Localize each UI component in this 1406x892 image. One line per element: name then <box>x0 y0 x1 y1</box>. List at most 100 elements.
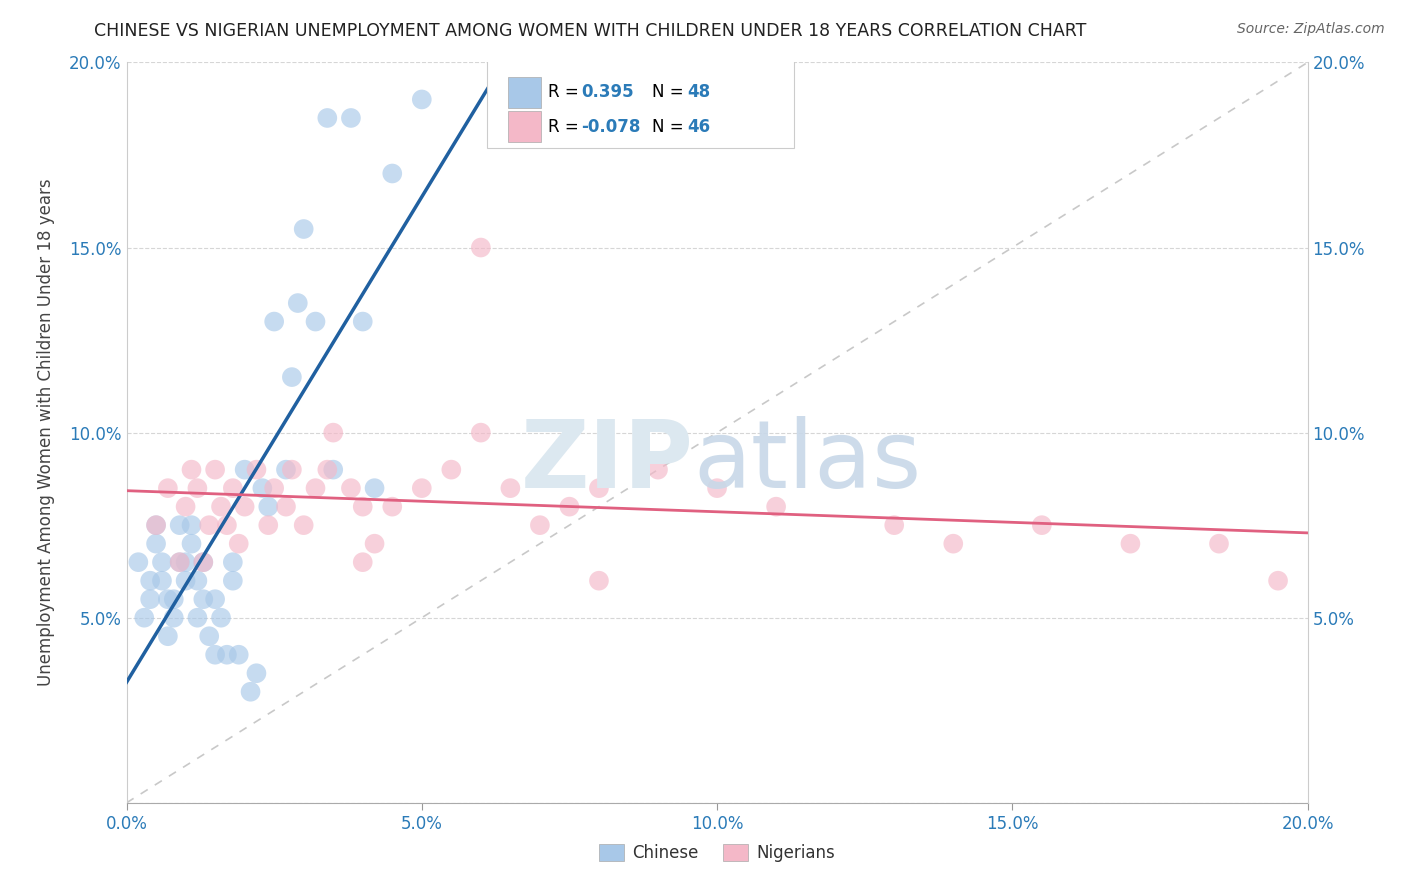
Point <box>145 518 167 533</box>
Point <box>1267 574 1289 588</box>
Point <box>1031 518 1053 533</box>
Text: R =: R = <box>548 118 583 136</box>
Point <box>239 685 262 699</box>
Point <box>304 481 326 495</box>
Point <box>180 518 202 533</box>
Point <box>470 425 492 440</box>
Point <box>588 574 610 588</box>
Point <box>263 314 285 328</box>
Point <box>304 314 326 328</box>
Text: atlas: atlas <box>693 417 922 508</box>
Point <box>340 481 363 495</box>
Text: Source: ZipAtlas.com: Source: ZipAtlas.com <box>1237 22 1385 37</box>
Text: N =: N = <box>652 118 689 136</box>
Point <box>215 648 238 662</box>
Point <box>169 555 191 569</box>
Point <box>281 370 304 384</box>
Point <box>588 481 610 495</box>
Point <box>193 555 215 569</box>
Point <box>139 592 162 607</box>
Point <box>765 500 787 514</box>
Point <box>245 666 267 681</box>
Point <box>706 481 728 495</box>
Point <box>127 555 149 569</box>
Point <box>134 610 156 624</box>
Point <box>174 500 197 514</box>
Point <box>169 518 191 533</box>
Point <box>352 555 374 569</box>
Text: 0.395: 0.395 <box>581 83 634 101</box>
Point <box>198 629 221 643</box>
Point <box>257 518 280 533</box>
Point <box>222 555 245 569</box>
Point <box>499 481 522 495</box>
Point <box>145 536 167 550</box>
Point <box>942 536 965 550</box>
Text: -0.078: -0.078 <box>581 118 641 136</box>
Point <box>316 111 339 125</box>
Point <box>156 481 179 495</box>
Point <box>440 462 463 476</box>
FancyBboxPatch shape <box>486 59 794 147</box>
Point <box>174 574 197 588</box>
Point <box>150 574 173 588</box>
Point <box>292 222 315 236</box>
Point <box>169 555 191 569</box>
Point <box>263 481 285 495</box>
Point <box>292 518 315 533</box>
Point <box>287 296 309 310</box>
Point <box>352 314 374 328</box>
Point <box>363 536 385 550</box>
Point <box>215 518 238 533</box>
Point <box>198 518 221 533</box>
Point <box>363 481 385 495</box>
Point <box>316 462 339 476</box>
Point <box>156 629 179 643</box>
Point <box>209 500 232 514</box>
Text: N =: N = <box>652 83 689 101</box>
Point <box>274 500 297 514</box>
Point <box>257 500 280 514</box>
Point <box>145 518 167 533</box>
Point <box>274 462 297 476</box>
Point <box>163 610 186 624</box>
Point <box>233 462 256 476</box>
Point <box>228 536 250 550</box>
Point <box>883 518 905 533</box>
Y-axis label: Unemployment Among Women with Children Under 18 years: Unemployment Among Women with Children U… <box>38 178 55 687</box>
Point <box>381 500 404 514</box>
Point <box>174 555 197 569</box>
Bar <box>508 77 541 108</box>
Point <box>139 574 162 588</box>
Point <box>209 610 232 624</box>
Point <box>150 555 173 569</box>
Point <box>180 536 202 550</box>
Text: ZIP: ZIP <box>520 417 693 508</box>
Point <box>156 592 179 607</box>
Point <box>1119 536 1142 550</box>
Point <box>222 481 245 495</box>
Point <box>352 500 374 514</box>
Point <box>233 500 256 514</box>
Bar <box>508 112 541 143</box>
Point <box>204 592 226 607</box>
Point <box>204 648 226 662</box>
Point <box>381 166 404 180</box>
Point <box>228 648 250 662</box>
Point <box>470 240 492 255</box>
Point <box>411 92 433 106</box>
Legend: Chinese, Nigerians: Chinese, Nigerians <box>592 837 842 869</box>
Text: CHINESE VS NIGERIAN UNEMPLOYMENT AMONG WOMEN WITH CHILDREN UNDER 18 YEARS CORREL: CHINESE VS NIGERIAN UNEMPLOYMENT AMONG W… <box>94 22 1087 40</box>
Point <box>281 462 304 476</box>
Point <box>647 462 669 476</box>
Point <box>252 481 274 495</box>
Point <box>245 462 267 476</box>
Point <box>558 500 581 514</box>
Text: 46: 46 <box>688 118 710 136</box>
Point <box>186 574 208 588</box>
Point <box>411 481 433 495</box>
Point <box>180 462 202 476</box>
Text: R =: R = <box>548 83 583 101</box>
Point <box>529 518 551 533</box>
Point <box>322 462 344 476</box>
